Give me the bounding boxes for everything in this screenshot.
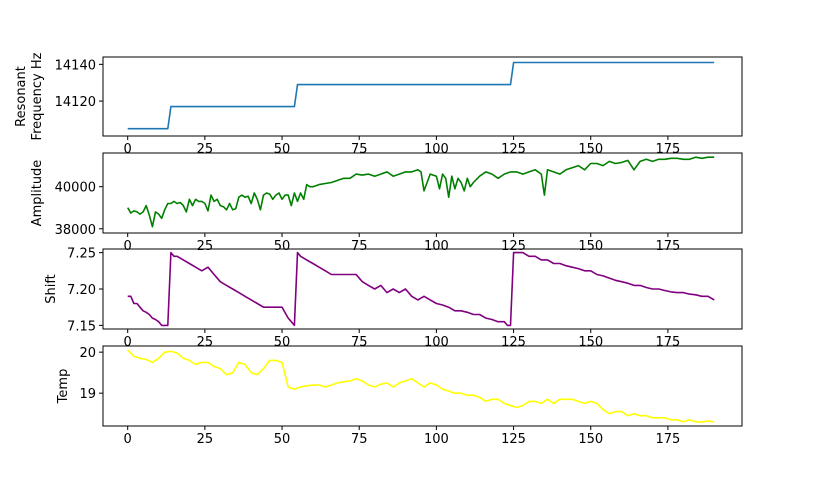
y-tick-label: 7.25: [67, 247, 96, 262]
axes-frame: [102, 345, 743, 427]
x-tick-label: 175: [655, 142, 680, 157]
subplot-4: 0 25 50 75 100 125 150 175 19 20 Temp: [56, 345, 743, 447]
x-tick-label: 150: [578, 335, 603, 350]
x-tick-label: 75: [351, 142, 368, 157]
y-axis-label: Resonant: [14, 66, 29, 127]
x-tick-label: 50: [274, 335, 291, 350]
x-tick-label: 150: [578, 142, 603, 157]
x-tick-label: 125: [501, 142, 526, 157]
subplot-2: 0 25 50 75 100 125 150 175 38000 40000 Amplitude: [30, 152, 743, 254]
series-line-2-1: [127, 156, 715, 228]
x-tick-label: 0: [124, 239, 132, 254]
x-tick-label: 25: [197, 335, 214, 350]
x-tick-label: 100: [424, 335, 449, 350]
x-tick-label: 150: [578, 239, 603, 254]
series-line-4-1: [127, 349, 715, 423]
y-axis-label: Frequency Hz: [30, 52, 45, 140]
x-tick-label: 125: [501, 432, 526, 447]
x-tick-label: 0: [124, 142, 132, 157]
subplot-1: 0 25 50 75 100 125 150 175 14120 14140 Resonant Fre…: [14, 52, 743, 157]
x-tick-label: 175: [655, 335, 680, 350]
x-tick-label: 50: [274, 432, 291, 447]
x-tick-label: 75: [351, 239, 368, 254]
y-tick-label: 7.15: [67, 319, 96, 334]
y-tick-label: 7.20: [67, 283, 96, 298]
x-tick-label: 125: [501, 335, 526, 350]
y-axis-label: Shift: [44, 274, 59, 304]
y-tick-label: 40000: [55, 181, 96, 196]
x-tick-label: 25: [197, 239, 214, 254]
x-tick-label: 175: [655, 432, 680, 447]
x-tick-label: 100: [424, 239, 449, 254]
x-tick-label: 175: [655, 239, 680, 254]
y-tick-label: 19: [79, 387, 96, 402]
x-tick-label: 0: [124, 432, 132, 447]
subplot-3: 0 25 50 75 100 125 150 175 7.15 7.20 7.25 Shift: [44, 247, 743, 350]
series-line-3-1: [127, 251, 715, 327]
axes-frame: [102, 56, 743, 137]
x-tick-label: 0: [124, 335, 132, 350]
y-tick-label: 20: [79, 346, 96, 361]
x-tick-label: 150: [578, 432, 603, 447]
x-tick-label: 75: [351, 335, 368, 350]
series-line-1-1: [127, 61, 715, 130]
y-tick-label: 14140: [55, 58, 96, 73]
y-axis-label: Amplitude: [30, 160, 45, 227]
x-tick-label: 125: [501, 239, 526, 254]
y-tick-label: 38000: [55, 223, 96, 238]
x-tick-label: 25: [197, 142, 214, 157]
x-tick-label: 50: [274, 239, 291, 254]
y-tick-label: 14120: [55, 95, 96, 110]
x-tick-label: 100: [424, 432, 449, 447]
x-tick-label: 100: [424, 142, 449, 157]
x-tick-label: 25: [197, 432, 214, 447]
axes-frame: [102, 152, 743, 234]
y-axis-label: Temp: [56, 369, 71, 405]
x-tick-label: 50: [274, 142, 291, 157]
x-tick-label: 75: [351, 432, 368, 447]
axes-frame: [102, 248, 743, 330]
